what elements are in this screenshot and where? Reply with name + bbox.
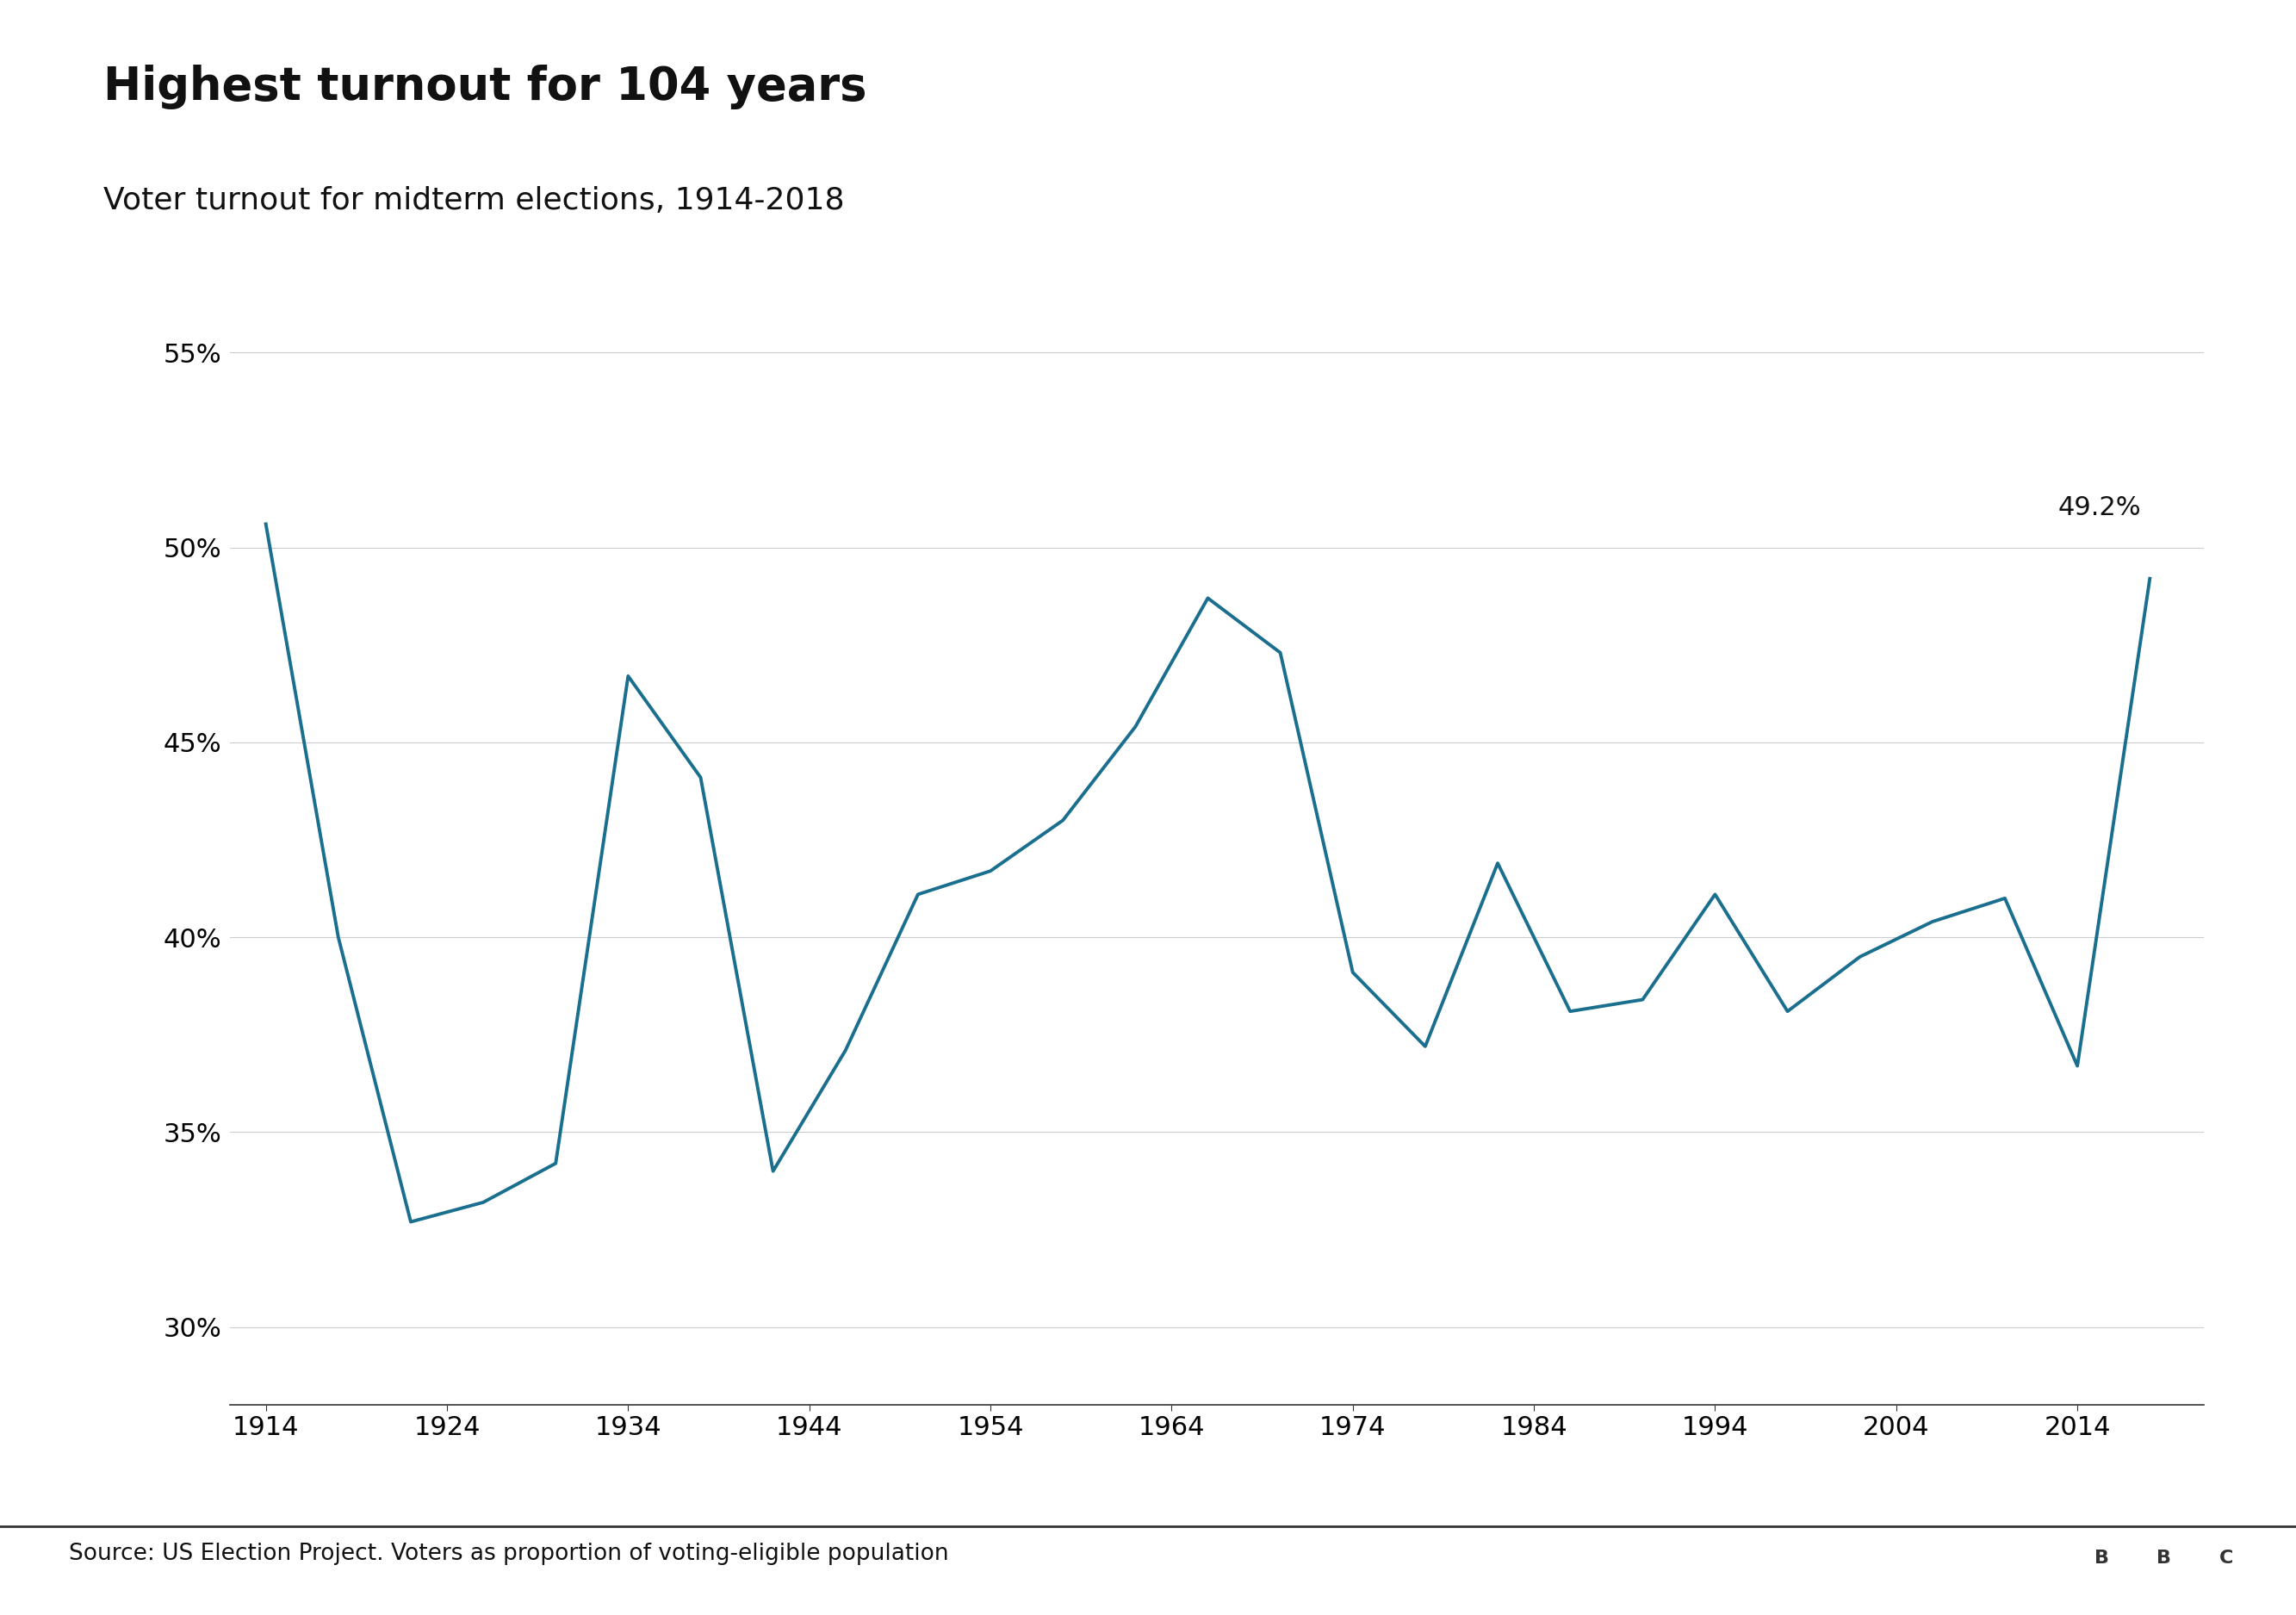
- Text: Highest turnout for 104 years: Highest turnout for 104 years: [103, 65, 868, 110]
- FancyBboxPatch shape: [2138, 1525, 2190, 1591]
- Text: Source: US Election Project. Voters as proportion of voting-eligible population: Source: US Election Project. Voters as p…: [69, 1542, 948, 1565]
- Text: B: B: [2156, 1549, 2172, 1567]
- FancyBboxPatch shape: [2073, 1525, 2128, 1591]
- Text: Voter turnout for midterm elections, 1914-2018: Voter turnout for midterm elections, 191…: [103, 186, 845, 215]
- FancyBboxPatch shape: [2200, 1525, 2255, 1591]
- Text: B: B: [2094, 1549, 2108, 1567]
- Text: 49.2%: 49.2%: [2057, 496, 2140, 520]
- Text: C: C: [2220, 1549, 2234, 1567]
